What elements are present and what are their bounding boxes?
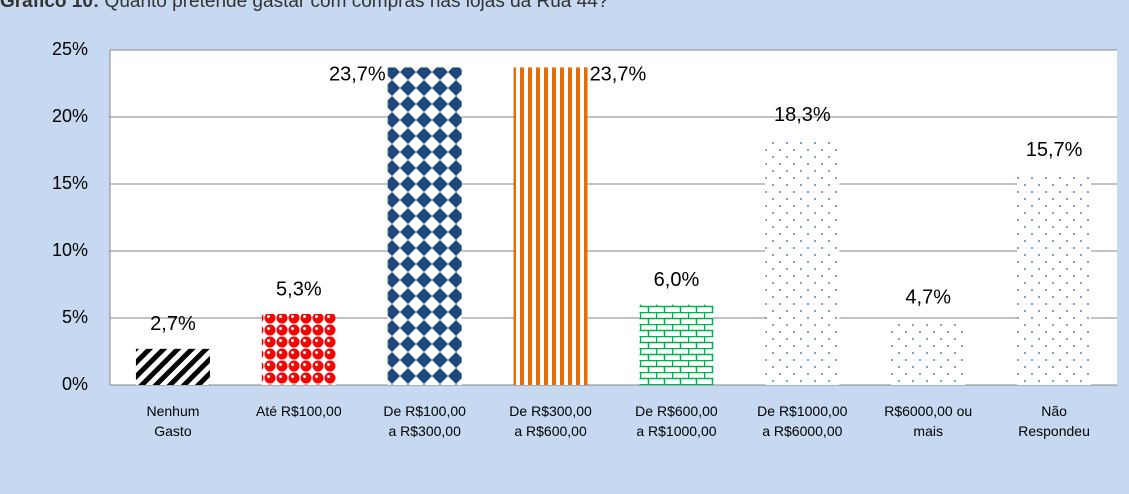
x-tick-label: Não Respondeu (1018, 403, 1090, 439)
plot-area (110, 50, 1117, 385)
value-label: 6,0% (654, 269, 700, 291)
bar (513, 67, 588, 386)
x-tick-label: R$6000,00 ou mais (884, 403, 973, 439)
y-tick-label: 15% (52, 173, 88, 193)
value-label: 23,7% (590, 64, 647, 86)
x-tick-label: Até R$100,00 (256, 403, 342, 419)
title-text: Quanto pretende gastar com compras nas l… (104, 0, 609, 12)
value-label: 2,7% (150, 313, 196, 335)
y-tick-label: 25% (52, 39, 88, 59)
y-tick-label: 20% (52, 106, 88, 126)
value-label: 5,3% (276, 278, 322, 300)
value-label: 18,3% (774, 104, 831, 126)
x-tick-label: De R$600,00 a R$1000,00 (635, 403, 718, 439)
x-tick-label: De R$300,00 a R$600,00 (509, 403, 592, 439)
chart-title: Gráfico 10: Quanto pretende gastar com c… (0, 0, 608, 13)
bar (135, 348, 210, 385)
y-tick-label: 5% (62, 307, 88, 327)
bar (639, 304, 714, 385)
value-label: 23,7% (329, 64, 386, 86)
bar (387, 67, 462, 386)
x-tick-label: Nenhum Gasto (146, 403, 200, 439)
y-tick-label: 10% (52, 240, 88, 260)
y-tick-label: 0% (62, 374, 88, 394)
bar (1017, 174, 1092, 385)
bar (891, 322, 966, 385)
bar (765, 139, 840, 385)
value-label: 4,7% (905, 286, 951, 308)
x-tick-label: De R$100,00 a R$300,00 (383, 403, 466, 439)
title-prefix: Gráfico 10: (0, 0, 100, 12)
value-label: 15,7% (1026, 139, 1083, 161)
bar (261, 313, 336, 385)
x-tick-label: De R$1000,00 a R$6000,00 (757, 403, 848, 439)
